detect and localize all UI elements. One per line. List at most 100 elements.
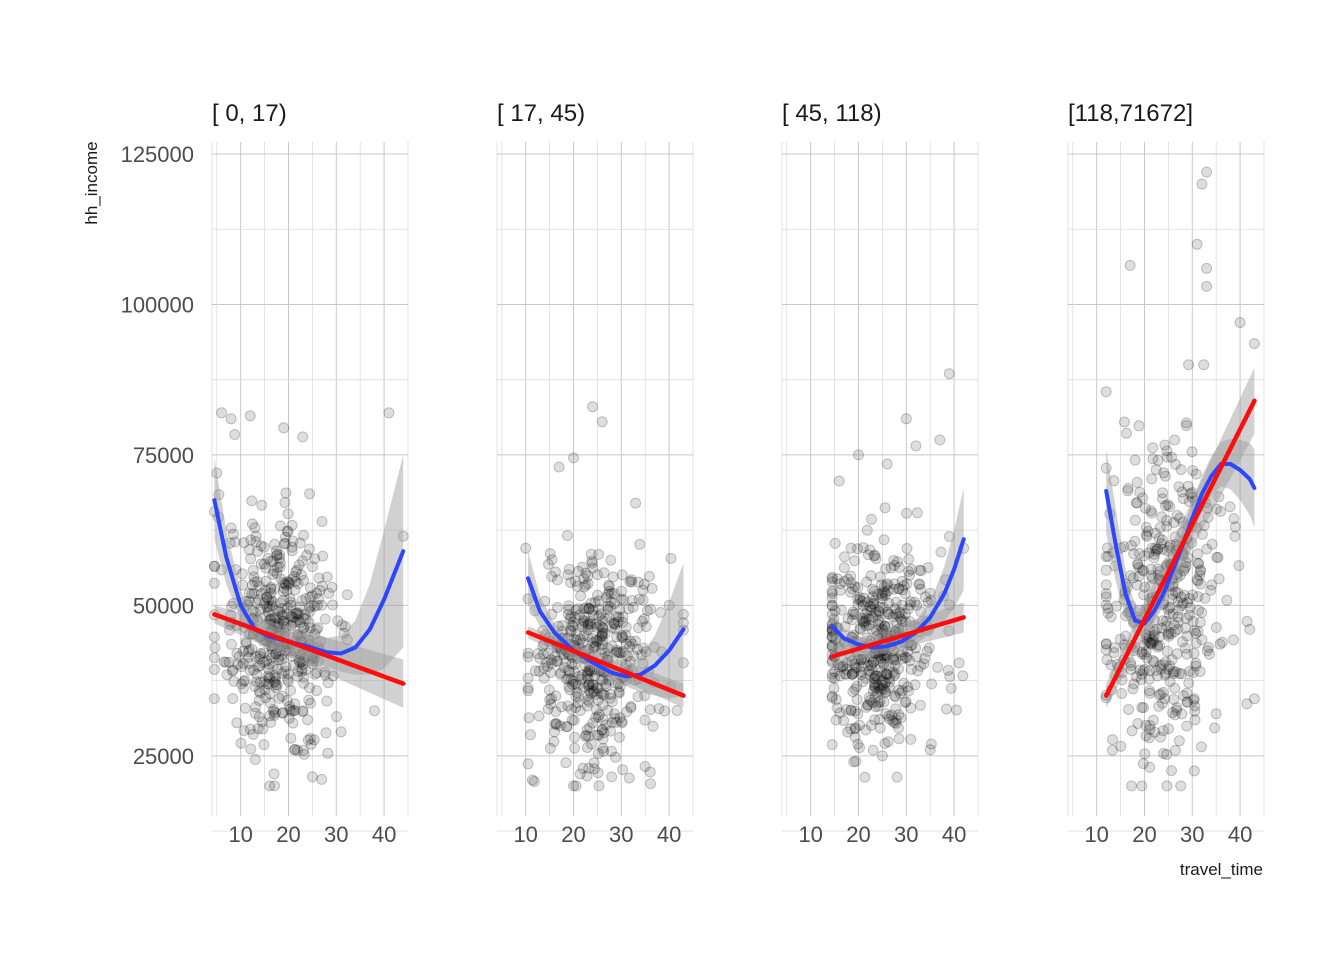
- data-point: [269, 538, 280, 550]
- data-point: [1116, 674, 1128, 686]
- data-point: [238, 725, 250, 737]
- data-point: [271, 622, 283, 634]
- data-point: [1177, 516, 1189, 528]
- data-point: [258, 647, 270, 659]
- data-point: [876, 579, 888, 591]
- data-point: [851, 680, 863, 692]
- data-point: [545, 667, 556, 679]
- data-point: [876, 670, 887, 682]
- data-point: [560, 673, 572, 685]
- data-point: [1145, 505, 1157, 517]
- data-point: [945, 682, 957, 694]
- data-point: [322, 677, 334, 689]
- data-point: [1139, 581, 1151, 593]
- linear-fit-line: [525, 630, 686, 698]
- data-point: [887, 666, 899, 678]
- data-point: [284, 645, 296, 657]
- data-point: [266, 600, 278, 612]
- data-point: [882, 621, 894, 633]
- data-point: [286, 519, 298, 531]
- data-point: [589, 596, 601, 608]
- data-point: [1147, 714, 1159, 726]
- data-point: [883, 661, 895, 673]
- data-point: [926, 678, 938, 690]
- data-point: [869, 549, 881, 561]
- data-point: [270, 672, 282, 684]
- x-tick-label: 20: [561, 822, 585, 847]
- data-point: [614, 681, 626, 692]
- data-point: [254, 660, 266, 672]
- data-point: [856, 653, 867, 665]
- data-point: [253, 594, 265, 606]
- data-point: [864, 544, 876, 556]
- data-point: [604, 692, 616, 704]
- data-point: [861, 699, 873, 711]
- data-point: [562, 673, 574, 685]
- data-point: [1184, 602, 1196, 614]
- data-point: [1195, 564, 1206, 576]
- data-point: [273, 617, 285, 629]
- data-point: [572, 679, 584, 691]
- data-point: [1111, 600, 1123, 612]
- data-point: [616, 630, 628, 642]
- data-point: [267, 596, 278, 608]
- data-point: [1206, 579, 1218, 591]
- data-point: [267, 555, 279, 567]
- data-point: [924, 587, 936, 599]
- data-point: [267, 660, 279, 672]
- data-point: [591, 729, 603, 741]
- data-point: [597, 627, 609, 639]
- data-point: [613, 687, 625, 699]
- data-point: [1151, 639, 1163, 651]
- data-point: [257, 635, 269, 647]
- data-point: [1149, 527, 1161, 539]
- data-point: [891, 616, 903, 628]
- data-point: [297, 658, 309, 670]
- data-point: [262, 670, 274, 682]
- data-point: [637, 594, 649, 606]
- data-point: [914, 699, 926, 711]
- data-point: [319, 613, 331, 625]
- data-point: [597, 733, 609, 745]
- data-point: [623, 772, 635, 784]
- data-point: [576, 669, 588, 681]
- data-point: [1169, 709, 1181, 721]
- data-point: [639, 761, 651, 772]
- data-point: [1149, 726, 1161, 738]
- data-point: [1224, 501, 1236, 513]
- data-point: [1133, 570, 1145, 582]
- data-point: [840, 704, 852, 716]
- data-point: [297, 555, 309, 567]
- data-point: [262, 663, 274, 675]
- data-point: [572, 697, 584, 709]
- data-point: [537, 648, 549, 660]
- data-point: [636, 615, 648, 627]
- data-point: [857, 599, 869, 611]
- data-point: [1187, 615, 1199, 627]
- data-point: [268, 709, 280, 721]
- data-point: [584, 615, 596, 627]
- data-point: [632, 691, 644, 703]
- data-point: [1153, 700, 1165, 712]
- data-point: [1184, 665, 1195, 677]
- data-point: [292, 607, 304, 619]
- data-point: [270, 648, 282, 660]
- data-point: [880, 649, 891, 661]
- data-point: [562, 604, 574, 615]
- data-point: [879, 676, 891, 688]
- data-point: [855, 623, 867, 635]
- facet-panel-3: [ 45, 118)10 20 30 40: [781, 100, 979, 847]
- data-point: [941, 703, 952, 715]
- data-point: [639, 690, 651, 702]
- data-point: [1122, 482, 1134, 494]
- data-point: [546, 608, 558, 620]
- data-point: [895, 712, 907, 724]
- data-point: [1161, 515, 1173, 526]
- data-point: [554, 668, 566, 680]
- data-point: [600, 719, 612, 731]
- data-point: [888, 555, 900, 566]
- data-point: [247, 565, 259, 576]
- data-point: [838, 576, 850, 587]
- data-point: [591, 634, 602, 646]
- data-point: [879, 620, 891, 632]
